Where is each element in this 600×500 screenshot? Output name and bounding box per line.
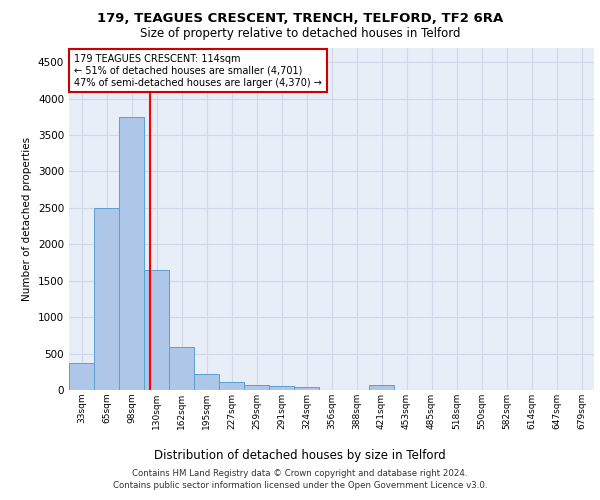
Bar [369,385,394,390]
Bar [169,347,194,390]
Bar [269,386,294,390]
Text: Contains public sector information licensed under the Open Government Licence v3: Contains public sector information licen… [113,481,487,490]
Bar [119,116,144,390]
Bar [194,374,219,390]
Text: Size of property relative to detached houses in Telford: Size of property relative to detached ho… [140,28,460,40]
Text: Distribution of detached houses by size in Telford: Distribution of detached houses by size … [154,450,446,462]
Bar [294,387,319,390]
Bar [94,208,119,390]
Y-axis label: Number of detached properties: Number of detached properties [22,136,32,301]
Bar [219,382,244,390]
Bar [144,270,169,390]
Text: 179 TEAGUES CRESCENT: 114sqm
← 51% of detached houses are smaller (4,701)
47% of: 179 TEAGUES CRESCENT: 114sqm ← 51% of de… [74,54,322,88]
Bar [244,384,269,390]
Bar [69,362,94,390]
Text: Contains HM Land Registry data © Crown copyright and database right 2024.: Contains HM Land Registry data © Crown c… [132,468,468,477]
Text: 179, TEAGUES CRESCENT, TRENCH, TELFORD, TF2 6RA: 179, TEAGUES CRESCENT, TRENCH, TELFORD, … [97,12,503,26]
